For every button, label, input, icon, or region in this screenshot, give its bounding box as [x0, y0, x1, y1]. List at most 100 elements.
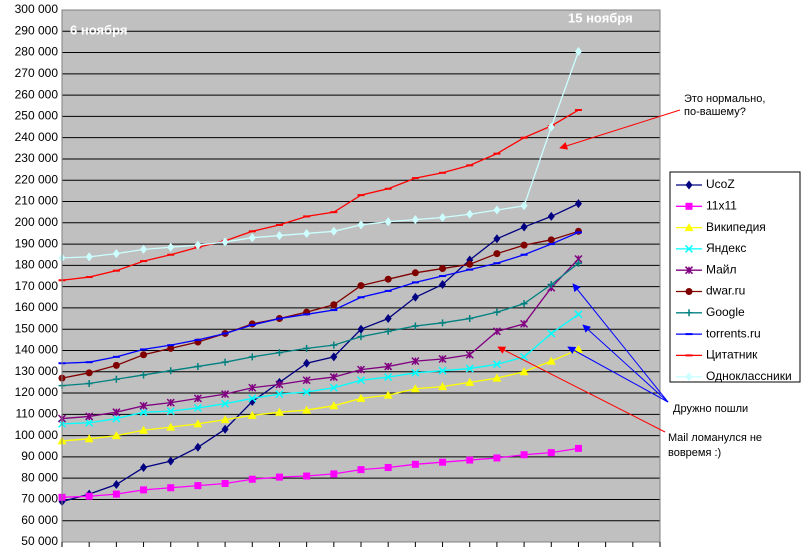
series-line: [61, 109, 579, 281]
marker: [303, 228, 311, 238]
marker: [492, 360, 501, 369]
marker: [411, 460, 419, 468]
marker: [248, 475, 256, 483]
marker: [411, 269, 419, 277]
y-tick-label: 270 000: [15, 66, 59, 80]
y-tick-label: 130 000: [15, 364, 59, 378]
series-line: [61, 313, 579, 425]
marker: [247, 410, 257, 419]
marker: [547, 236, 555, 244]
y-tick-label: 160 000: [15, 300, 59, 314]
marker: [547, 329, 556, 338]
arrow: [567, 346, 669, 403]
y-tick-label: 180 000: [15, 258, 59, 272]
marker: [221, 390, 230, 399]
marker: [275, 349, 283, 357]
marker: [330, 352, 338, 362]
legend-label: Википедия: [706, 220, 766, 234]
series-line: [61, 348, 579, 442]
marker: [547, 281, 555, 289]
marker: [574, 259, 582, 267]
y-tick-label: 170 000: [15, 279, 59, 293]
marker: [357, 282, 365, 290]
y-tick-label: 220 000: [15, 172, 59, 186]
marker: [465, 377, 475, 386]
marker: [275, 231, 283, 241]
y-tick-label: 80 000: [21, 470, 58, 484]
marker: [685, 309, 693, 317]
marker: [384, 327, 392, 335]
marker: [520, 201, 528, 211]
marker: [465, 350, 474, 359]
marker: [221, 237, 229, 247]
marker: [684, 223, 694, 232]
marker: [112, 408, 121, 417]
marker: [466, 315, 474, 323]
y-tick-label: 90 000: [21, 449, 58, 463]
marker: [140, 371, 148, 379]
marker: [520, 222, 528, 232]
marker: [439, 458, 447, 466]
marker: [438, 366, 447, 375]
marker: [357, 324, 365, 334]
marker: [356, 376, 366, 385]
marker: [410, 384, 420, 393]
marker: [166, 398, 175, 407]
marker: [356, 393, 366, 402]
annotation: Дружно пошли: [673, 403, 748, 415]
legend-label: 11x11: [706, 198, 737, 212]
legend-label: UcoZ: [706, 177, 735, 191]
marker: [167, 344, 175, 352]
marker: [221, 358, 229, 366]
marker: [685, 372, 693, 382]
marker: [330, 341, 338, 349]
annotation: 15 ноября: [568, 10, 633, 25]
marker: [248, 383, 257, 392]
y-tick-label: 70 000: [21, 492, 58, 506]
marker: [329, 401, 339, 410]
marker: [112, 480, 120, 490]
marker: [167, 242, 175, 252]
marker: [384, 373, 393, 382]
marker: [384, 362, 393, 371]
marker: [302, 405, 312, 414]
legend-label: Майл: [706, 262, 737, 276]
marker: [411, 292, 419, 302]
marker: [330, 301, 338, 309]
marker: [274, 407, 284, 416]
series-line: [61, 258, 579, 420]
legend-label: Цитатник: [706, 348, 758, 362]
marker: [411, 215, 419, 225]
series-line: [61, 203, 579, 503]
marker: [357, 220, 365, 230]
marker: [384, 275, 392, 283]
y-tick-label: 200 000: [15, 215, 59, 229]
series-line: [61, 230, 579, 379]
annotation: Mail ломанулся не: [668, 432, 762, 444]
marker: [84, 434, 94, 443]
marker: [303, 344, 311, 352]
marker: [85, 369, 93, 377]
marker: [466, 456, 474, 464]
marker: [275, 473, 283, 481]
marker: [384, 314, 392, 324]
marker: [685, 202, 693, 210]
marker: [411, 322, 419, 330]
marker: [221, 424, 229, 434]
marker: [438, 382, 448, 391]
marker: [248, 353, 256, 361]
y-tick-label: 250 000: [15, 109, 59, 123]
marker: [493, 205, 501, 215]
marker: [140, 463, 148, 473]
marker: [574, 46, 582, 56]
marker: [574, 444, 582, 452]
marker: [411, 357, 420, 366]
marker: [574, 310, 583, 319]
y-tick-label: 210 000: [15, 194, 59, 208]
y-tick-label: 230 000: [15, 151, 59, 165]
marker: [520, 319, 529, 328]
marker: [167, 367, 175, 375]
marker: [85, 252, 93, 262]
marker: [85, 412, 94, 421]
y-tick-label: 60 000: [21, 513, 58, 527]
